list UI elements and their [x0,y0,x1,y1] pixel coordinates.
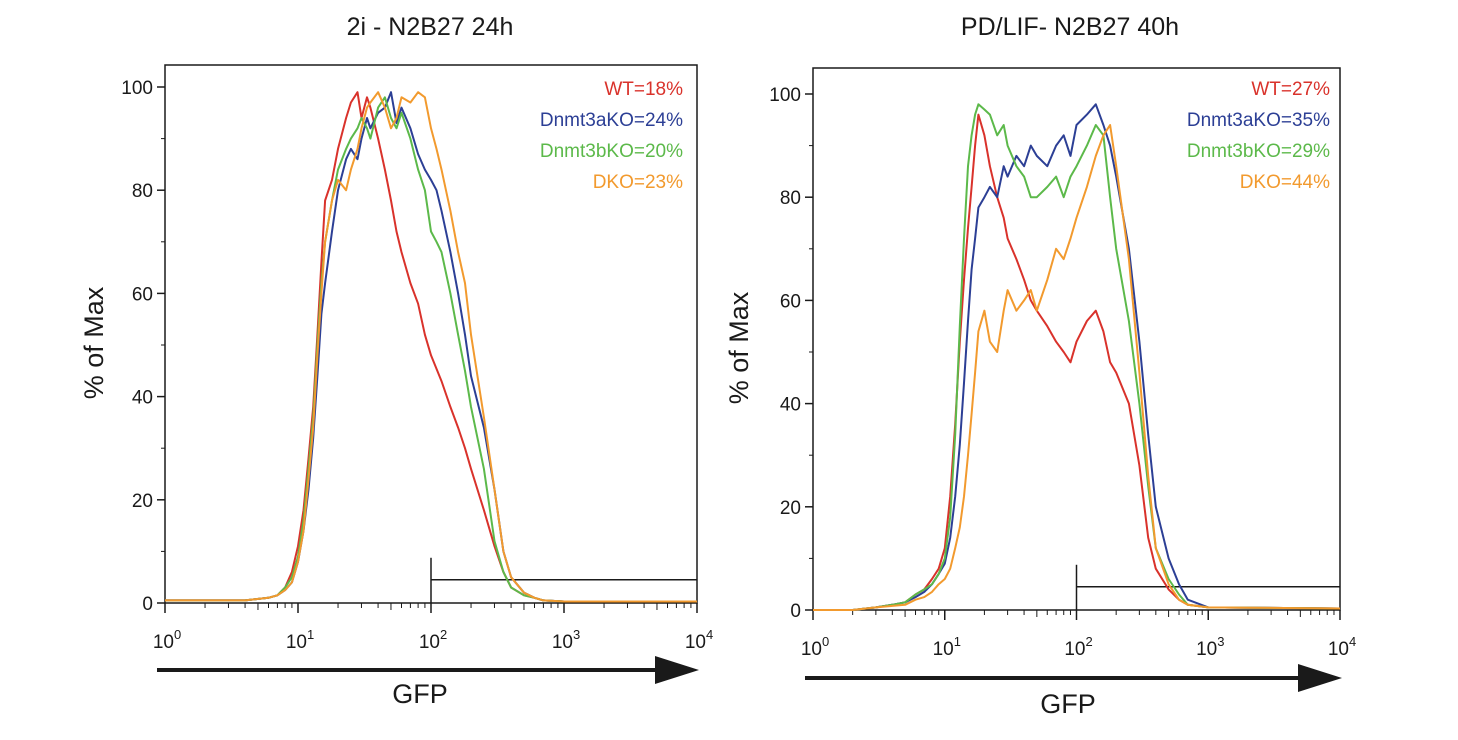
x-tick-label: 101 [933,634,961,660]
x-tick-label: 100 [801,634,829,660]
series-line-0 [813,113,1341,611]
y-tick-label: 80 [780,188,801,209]
series-line-2 [165,96,697,603]
x-tick-label: 100 [153,627,181,653]
x-tick-label: 102 [419,627,447,653]
y-tick-label: 100 [769,85,801,106]
legend-entry-wt: WT=27% [1251,79,1330,100]
legend: WT=27% Dnmt3aKO=35% Dnmt3bKO=29% DKO=44% [1187,79,1330,193]
legend-entry-wt: WT=18% [604,79,683,100]
x-axis-label: GFP [1040,689,1096,719]
y-tick-label: 0 [790,601,801,622]
y-tick-label: 100 [121,78,153,99]
legend-entry-dnmt3ako: Dnmt3aKO=24% [540,110,683,131]
x-tick-label: 103 [552,627,580,653]
x-tick-label: 102 [1064,634,1092,660]
legend: WT=18% Dnmt3aKO=24% Dnmt3bKO=20% DKO=23% [540,79,683,193]
legend-entry-dko: DKO=44% [1240,172,1330,193]
y-tick-label: 20 [780,498,801,519]
y-axis-label: % of Max [724,291,754,404]
x-arrow-head-icon [1298,664,1342,692]
legend-entry-dko: DKO=23% [593,172,683,193]
x-tick-label: 101 [286,627,314,653]
histogram-panel-left: 2i - N2B27 24h % of Max GFP WT=18% Dnmt3… [79,13,713,709]
x-tick-label: 103 [1196,634,1224,660]
series-line-3 [813,124,1341,611]
legend-entry-dnmt3bko: Dnmt3bKO=20% [540,141,683,162]
y-tick-label: 20 [132,491,153,512]
histogram-panel-right: PD/LIF- N2B27 40h % of Max GFP WT=27% Dn… [724,13,1356,719]
y-tick-label: 60 [780,291,801,312]
x-tick-label: 104 [685,627,713,653]
panel-title: PD/LIF- N2B27 40h [961,13,1179,41]
y-axis-label: % of Max [79,286,109,399]
y-tick-label: 80 [132,181,153,202]
series-line-3 [165,91,697,603]
y-tick-label: 0 [142,594,153,615]
legend-entry-dnmt3ako: Dnmt3aKO=35% [1187,110,1330,131]
x-arrow-head-icon [655,656,699,684]
y-tick-label: 60 [132,284,153,305]
panel-title: 2i - N2B27 24h [347,13,514,41]
y-tick-label: 40 [780,395,801,416]
series-line-1 [165,91,697,603]
legend-entry-dnmt3bko: Dnmt3bKO=29% [1187,141,1330,162]
x-tick-label: 104 [1328,634,1356,660]
series-line-0 [165,91,697,603]
y-tick-label: 40 [132,388,153,409]
x-axis-label: GFP [392,679,448,709]
series-line-2 [813,103,1341,611]
